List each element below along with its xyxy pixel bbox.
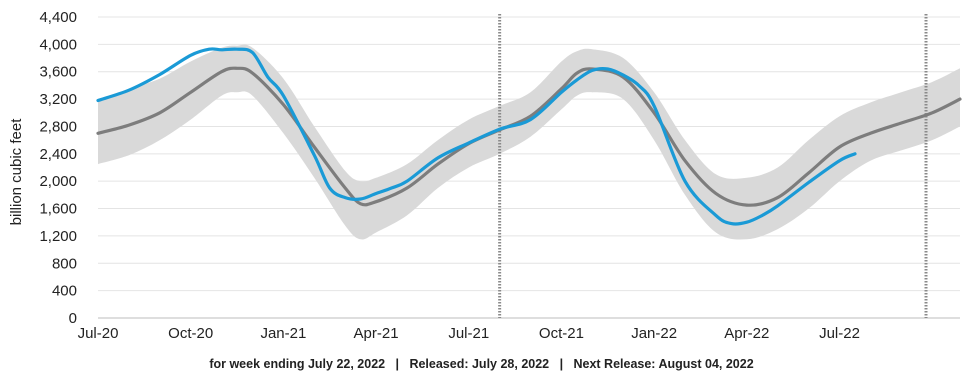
y-axis-label: billion cubic feet [8, 118, 25, 226]
series-lines [96, 47, 962, 226]
y-tick-label: 3,600 [39, 64, 77, 81]
x-tick-labels: Jul-20 Oct-20 Jan-21 Apr-21 Jul-21 Oct-21 Jan-… [78, 325, 860, 342]
x-tick-label: Jul-20 [78, 325, 119, 342]
x-tick-label: Jan-21 [260, 325, 306, 342]
y-tick-label: 400 [52, 283, 77, 300]
storage-chart: 0 400 800 1,200 1,600 2,000 2,400 2,800 3,200 3,6… [8, 9, 962, 342]
y-tick-label: 2,800 [39, 118, 77, 135]
x-tick-label: Jul-21 [448, 325, 489, 342]
footer-separator: | [395, 357, 400, 371]
next-release-text: Next Release: August 04, 2022 [573, 357, 754, 371]
y-tick-label: 0 [69, 310, 77, 327]
x-tick-label: Oct-21 [539, 325, 584, 342]
release-info-footer: for week ending July 22, 2022 | Released… [0, 357, 963, 371]
released-date-text: Released: July 28, 2022 [409, 357, 550, 371]
five-year-range-band [98, 44, 960, 240]
report-date-markers [498, 14, 928, 318]
x-tick-label: Oct-20 [168, 325, 213, 342]
y-tick-label: 3,200 [39, 91, 77, 108]
y-tick-label: 2,000 [39, 173, 77, 190]
x-tick-label: Jan-22 [631, 325, 677, 342]
x-tick-label: Jul-22 [819, 325, 860, 342]
y-tick-label: 4,000 [39, 36, 77, 53]
y-tick-label: 1,200 [39, 228, 77, 245]
five-year-range-area [98, 44, 960, 240]
y-tick-label: 800 [52, 255, 77, 272]
week-ending-text: for week ending July 22, 2022 [209, 357, 386, 371]
y-tick-label: 2,400 [39, 146, 77, 163]
y-tick-labels: 0 400 800 1,200 1,600 2,000 2,400 2,800 3,200 3,6… [39, 9, 77, 327]
footer-separator: | [559, 357, 564, 371]
x-tick-label: Apr-21 [354, 325, 399, 342]
x-tick-label: Apr-22 [724, 325, 769, 342]
y-tick-label: 1,600 [39, 201, 77, 218]
y-tick-label: 4,400 [39, 9, 77, 26]
current-storage-line [96, 47, 857, 226]
